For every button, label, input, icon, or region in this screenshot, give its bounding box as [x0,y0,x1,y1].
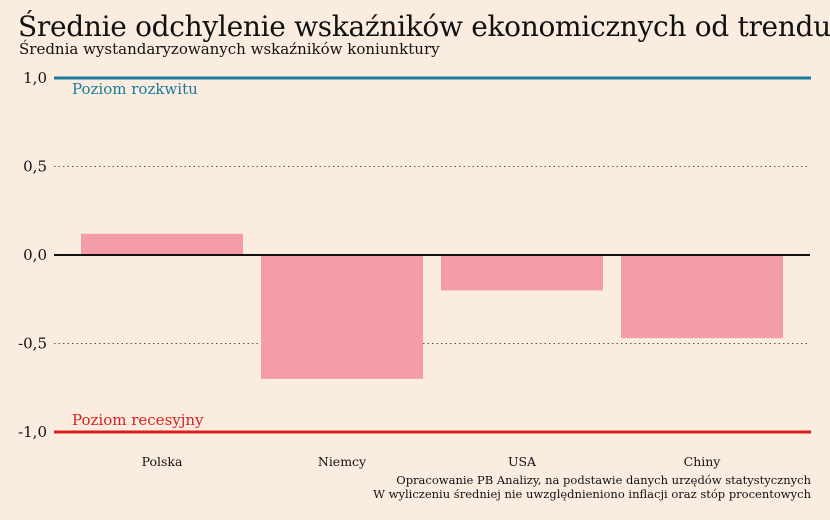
chart-subtitle: Średnia wystandaryzowanych wskaźników ko… [19,40,440,58]
bar-polska [81,233,243,255]
x-tick-label: Niemcy [318,454,367,469]
y-axis-ticks: 1,0 0,5 0,0 -0,5 -1,0 [18,69,47,441]
bar-usa [441,255,603,291]
x-axis-ticks: Polska Niemcy USA Chiny [142,454,722,469]
lower-reference-label: Poziom recesyjny [72,411,204,429]
y-tick-label: -0,5 [18,335,47,353]
x-tick-label: USA [508,454,537,469]
grid-layer [54,166,810,344]
bar-chiny [621,255,783,339]
bar-niemcy [261,255,423,379]
upper-reference-label: Poziom rozkwitu [72,80,198,98]
y-tick-label: 0,5 [23,158,47,176]
source-note: Opracowanie PB Analizy, na podstawie dan… [396,473,811,487]
chart-title: Średnie odchylenie wskaźników ekonomiczn… [18,10,830,43]
bar-layer [81,233,783,379]
reference-lines: Poziom rozkwitu Poziom recesyjny [54,76,811,434]
x-tick-label: Chiny [684,454,722,469]
x-tick-label: Polska [142,454,183,469]
y-tick-label: 1,0 [23,69,47,87]
y-tick-label: -1,0 [18,423,47,441]
y-tick-label: 0,0 [23,246,47,264]
method-note: W wyliczeniu średniej nie uwzględnienion… [373,487,811,501]
